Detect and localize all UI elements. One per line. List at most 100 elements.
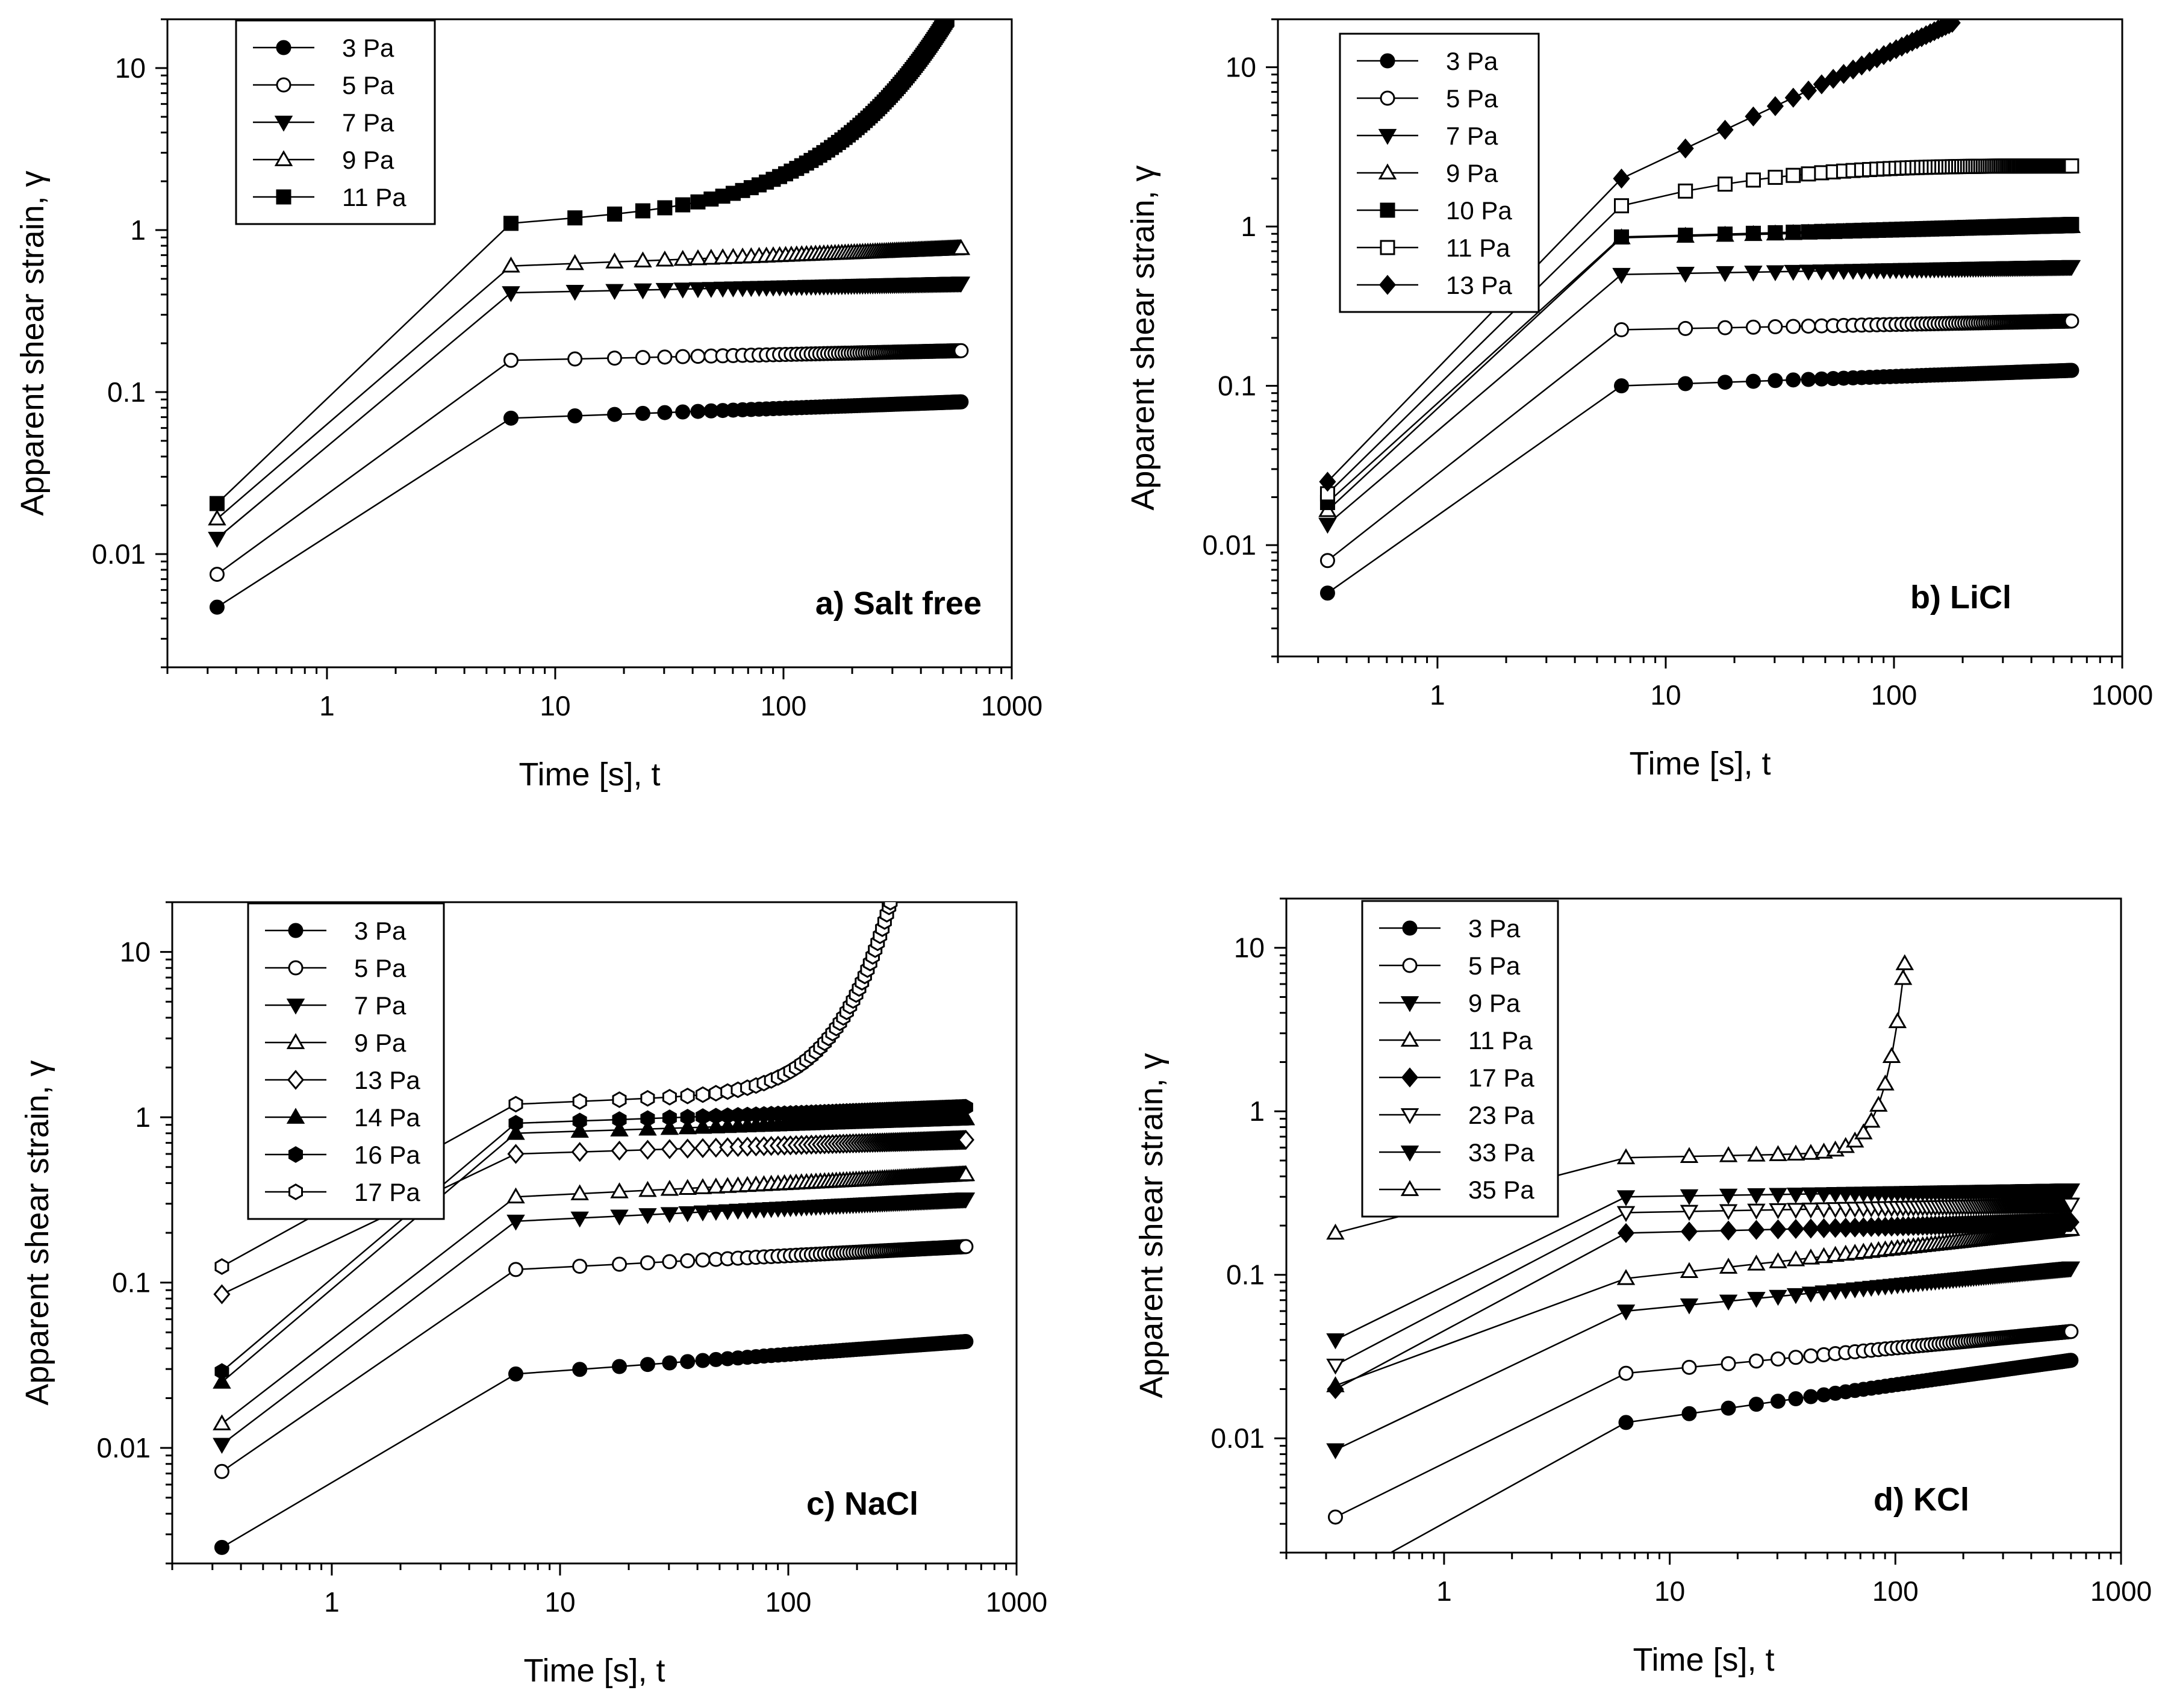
data-point xyxy=(1719,1220,1737,1241)
panel-label: d) KCl xyxy=(1874,1482,1969,1518)
data-point xyxy=(1799,264,1818,281)
data-point xyxy=(953,394,969,410)
data-point xyxy=(1319,472,1336,492)
plot-area xyxy=(208,19,971,615)
data-point xyxy=(1786,167,1801,183)
data-point xyxy=(572,1112,587,1130)
legend-marker xyxy=(1380,53,1395,69)
data-point xyxy=(1801,318,1816,334)
data-point xyxy=(2063,1324,2079,1339)
plot-area xyxy=(1326,954,2081,1553)
data-point xyxy=(567,408,583,423)
data-point xyxy=(1678,228,1693,243)
data-point xyxy=(690,349,706,364)
data-point xyxy=(1616,1206,1636,1223)
data-point xyxy=(680,1109,695,1126)
data-point xyxy=(1748,1353,1764,1369)
y-tick-label: 0.01 xyxy=(96,1432,151,1463)
data-point xyxy=(662,1088,677,1106)
series-line xyxy=(1327,369,2072,594)
data-point xyxy=(1616,1304,1636,1321)
data-point xyxy=(638,1208,657,1224)
data-point xyxy=(1716,119,1734,140)
data-point xyxy=(1814,1285,1833,1301)
data-point xyxy=(1769,1203,1787,1220)
data-point xyxy=(1801,166,1816,182)
data-point xyxy=(607,206,623,222)
data-point xyxy=(502,256,520,273)
chart-panel-3: 1 10 100 1000 0.01 0.1 1 10 Time [s], t Apparent … xyxy=(19,901,1047,1689)
data-point xyxy=(208,532,226,548)
data-point xyxy=(612,1256,628,1272)
data-point xyxy=(2062,1212,2079,1232)
legend-marker xyxy=(1380,240,1395,255)
data-point xyxy=(953,343,969,358)
data-point xyxy=(1788,1391,1804,1407)
data-point xyxy=(956,1109,976,1126)
legend-label: 3 Pa xyxy=(1468,914,1521,943)
legend-marker xyxy=(286,1108,305,1124)
data-point xyxy=(508,1262,523,1277)
data-point xyxy=(661,1139,678,1159)
chart-panel-4: 1 10 100 1000 0.01 0.1 1 10 Time [s], t Apparent … xyxy=(1133,897,2152,1678)
y-tick-label: 10 xyxy=(120,937,151,968)
data-point xyxy=(694,1138,712,1158)
x-tick-label: 10 xyxy=(540,690,570,722)
chart-panel-1: 1 10 100 1000 0.01 0.1 1 10 Time [s], t Apparent … xyxy=(14,18,1042,793)
plot-area xyxy=(1318,19,2081,601)
data-point xyxy=(610,1182,629,1198)
data-point xyxy=(640,1110,655,1127)
data-point xyxy=(2064,158,2079,174)
data-point xyxy=(1862,1111,1881,1128)
data-point xyxy=(1814,1202,1833,1218)
series-9-pa xyxy=(208,238,971,526)
data-point xyxy=(1895,954,1914,970)
series-5-pa xyxy=(214,1239,974,1479)
data-point xyxy=(1799,80,1818,101)
legend-label: 33 Pa xyxy=(1468,1138,1534,1167)
data-point xyxy=(638,1180,657,1197)
series-5-pa xyxy=(1319,313,2079,569)
data-point xyxy=(680,1253,696,1268)
data-point xyxy=(567,210,583,226)
legend-marker xyxy=(1402,958,1418,973)
x-tick-label: 1 xyxy=(319,690,335,722)
legend-label: 7 Pa xyxy=(354,991,406,1020)
data-point xyxy=(1801,1187,1821,1204)
data-point xyxy=(702,249,721,265)
data-point xyxy=(605,252,624,269)
data-point xyxy=(1616,1190,1636,1206)
x-tick-label: 1000 xyxy=(2090,1576,2152,1607)
series-16-pa xyxy=(214,1099,973,1380)
data-point xyxy=(565,285,584,301)
data-point xyxy=(696,1086,710,1103)
data-point xyxy=(508,1096,523,1113)
x-tick-label: 1 xyxy=(1430,679,1445,711)
data-point xyxy=(1768,373,1783,388)
series-33-pa xyxy=(1326,1183,2081,1350)
data-point xyxy=(706,1117,726,1133)
data-point xyxy=(1801,1286,1821,1303)
legend-label: 7 Pa xyxy=(1446,122,1498,150)
data-point xyxy=(1326,1223,1345,1240)
legend-label: 23 Pa xyxy=(1468,1101,1534,1129)
data-point xyxy=(570,1211,589,1228)
data-point xyxy=(1677,138,1694,159)
chart-panel-2: 1 10 100 1000 0.01 0.1 1 10 Time [s], t Apparent … xyxy=(1125,18,2153,782)
x-tick-label: 10 xyxy=(1650,679,1681,711)
data-point xyxy=(1813,74,1830,95)
series-9-pa xyxy=(213,1165,976,1430)
data-point xyxy=(690,194,706,210)
x-tick-label: 100 xyxy=(1871,679,1917,711)
plot-area xyxy=(213,902,976,1555)
data-point xyxy=(1748,1220,1765,1240)
data-point xyxy=(572,1092,587,1110)
data-point xyxy=(209,567,225,582)
data-point xyxy=(708,1108,723,1125)
data-point xyxy=(657,200,673,216)
data-point xyxy=(657,349,673,365)
data-point xyxy=(567,351,583,367)
data-point xyxy=(1786,225,1801,240)
data-point xyxy=(572,1259,588,1274)
